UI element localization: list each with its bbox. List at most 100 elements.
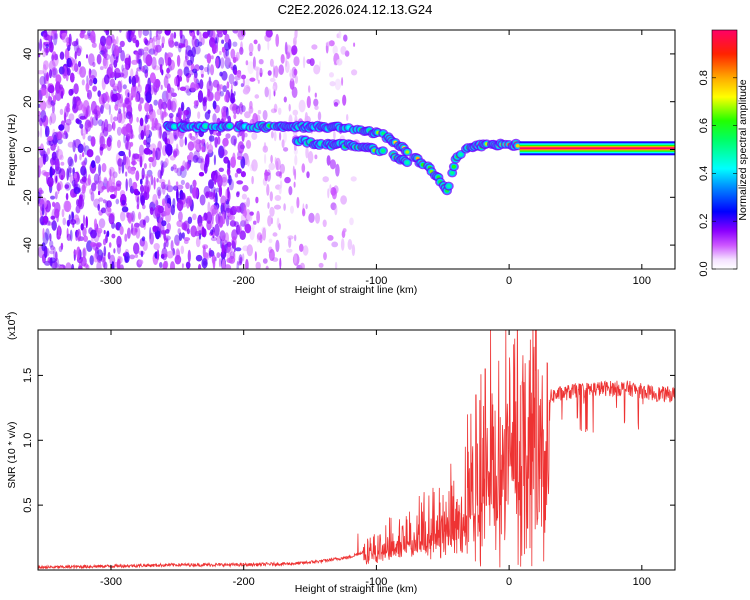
noise-blob <box>294 75 298 84</box>
noise-blob <box>77 60 82 68</box>
noise-blob <box>126 101 132 112</box>
noise-blob <box>145 124 150 138</box>
noise-blob <box>108 185 116 193</box>
noise-blob <box>278 64 285 75</box>
noise-blob <box>66 67 71 76</box>
noise-blob <box>268 238 273 244</box>
noise-blob <box>275 33 280 47</box>
noise-blob <box>252 56 256 70</box>
noise-blob <box>164 235 171 241</box>
noise-blob <box>272 85 276 90</box>
noise-blob <box>101 163 107 173</box>
noise-blob <box>334 261 338 269</box>
noise-blob <box>199 79 204 90</box>
noise-blob <box>280 54 285 64</box>
noise-blob <box>92 61 96 68</box>
noise-blob <box>225 49 230 57</box>
noise-blob <box>45 125 50 138</box>
noise-blob <box>198 264 202 269</box>
snr-yscale-base: (x10 <box>6 319 18 340</box>
noise-blob <box>45 43 49 49</box>
noise-blob <box>274 195 282 201</box>
noise-blob <box>52 68 57 76</box>
noise-blob <box>265 265 269 269</box>
noise-blob <box>111 93 118 102</box>
noise-blob <box>117 258 121 269</box>
noise-blob <box>279 132 282 141</box>
noise-blob <box>117 158 124 167</box>
noise-blob <box>236 180 244 185</box>
noise-blob <box>236 156 243 160</box>
spectrogram-xlabel: Height of straight line (km) <box>295 284 418 296</box>
noise-blob <box>81 176 87 183</box>
noise-blob <box>45 48 49 56</box>
noise-blob <box>262 258 268 264</box>
noise-blob <box>112 120 116 132</box>
noise-blob <box>225 207 231 213</box>
noise-blob <box>83 142 86 153</box>
noise-blob <box>230 83 233 91</box>
noise-blob <box>152 147 156 160</box>
noise-blob <box>329 72 334 78</box>
noise-blob <box>306 95 311 109</box>
noise-blob <box>315 212 320 224</box>
noise-blob <box>179 75 183 82</box>
noise-blob <box>323 252 327 261</box>
noise-blob <box>156 178 159 183</box>
noise-blob <box>58 265 64 269</box>
noise-blob <box>314 105 319 111</box>
noise-blob <box>78 113 86 120</box>
noise-blob <box>76 47 82 57</box>
noise-blob <box>190 30 193 34</box>
noise-blob <box>149 37 153 44</box>
noise-blob <box>267 40 270 51</box>
noise-blob <box>80 126 84 136</box>
noise-blob <box>255 196 259 204</box>
noise-blob <box>236 191 240 198</box>
noise-blob <box>232 103 238 115</box>
noise-blob <box>229 220 237 227</box>
noise-blob <box>149 207 154 215</box>
noise-blob <box>165 88 173 101</box>
noise-blob <box>51 54 55 61</box>
noise-blob <box>285 57 288 67</box>
noise-blob <box>158 98 163 110</box>
noise-blob <box>141 65 146 73</box>
noise-blob <box>247 158 250 167</box>
noise-blob <box>71 41 79 47</box>
noise-blob <box>100 35 107 47</box>
noise-blob <box>314 92 317 98</box>
noise-blob <box>119 264 124 269</box>
noise-blob <box>183 85 191 93</box>
noise-blob <box>329 159 336 170</box>
noise-blob <box>138 144 145 156</box>
noise-blob <box>161 198 166 207</box>
noise-blob <box>243 85 251 93</box>
noise-blob <box>330 202 337 211</box>
noise-blob <box>233 242 236 253</box>
noise-blob <box>134 254 139 258</box>
noise-blob <box>117 139 121 149</box>
noise-blob <box>84 157 88 166</box>
noise-blob <box>218 145 225 159</box>
noise-blob <box>176 54 181 67</box>
noise-blob <box>55 33 59 40</box>
noise-blob <box>233 81 238 87</box>
noise-blob <box>49 250 55 255</box>
noise-blob <box>110 194 116 199</box>
noise-blob <box>49 116 53 126</box>
noise-blob <box>161 220 167 227</box>
noise-blob <box>124 136 129 150</box>
noise-blob <box>218 167 224 172</box>
signal-core <box>405 150 410 154</box>
noise-blob <box>230 92 235 104</box>
noise-blob <box>190 82 196 93</box>
noise-blob <box>164 137 168 145</box>
noise-blob <box>55 251 58 262</box>
noise-blob <box>117 111 123 124</box>
noise-blob <box>93 252 99 263</box>
noise-blob <box>77 196 85 210</box>
noise-blob <box>153 99 158 106</box>
noise-blob <box>317 111 322 121</box>
noise-blob <box>221 235 226 246</box>
